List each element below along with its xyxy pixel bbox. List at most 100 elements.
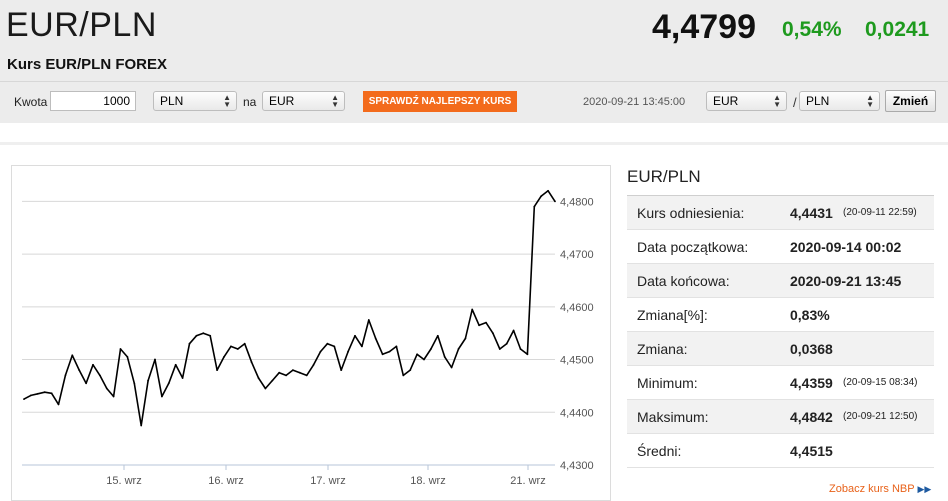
info-label: Data początkowa: bbox=[637, 239, 749, 255]
price-point bbox=[278, 371, 281, 374]
row-divider bbox=[627, 399, 934, 400]
y-tick-label: 4,4800 bbox=[560, 196, 594, 208]
info-row-end-date: Data końcowa: 2020-09-21 13:45 bbox=[627, 264, 934, 298]
price-point bbox=[498, 348, 501, 350]
price-point bbox=[126, 356, 129, 358]
price-point bbox=[30, 394, 32, 397]
price-point bbox=[264, 387, 267, 390]
price-point bbox=[99, 374, 101, 377]
pair-base-value: EUR bbox=[713, 94, 739, 108]
price-point bbox=[119, 348, 122, 350]
info-row-minimum: Minimum: 4,4359 (20-09-15 08:34) bbox=[627, 366, 934, 400]
double-arrow-right-icon: ▶▶ bbox=[917, 484, 932, 494]
x-tick-label: 18. wrz bbox=[410, 475, 445, 487]
pair-quote-value: PLN bbox=[806, 94, 830, 108]
row-divider bbox=[627, 433, 934, 434]
price-point bbox=[519, 348, 522, 350]
info-row-average: Średni: 4,4515 bbox=[627, 434, 934, 468]
nbp-link-label: Zobacz kurs NBP bbox=[829, 483, 915, 495]
price-point bbox=[271, 379, 274, 382]
price-point bbox=[423, 358, 425, 361]
price-point bbox=[347, 350, 349, 353]
info-row-change-pct: Zmiana[%]: 0,83% bbox=[627, 298, 934, 332]
info-value: 2020-09-21 13:45 bbox=[790, 273, 902, 289]
price-point bbox=[443, 356, 446, 358]
select-arrows-icon: ▲ ▼ bbox=[866, 93, 874, 109]
price-point bbox=[140, 424, 143, 427]
price-point bbox=[78, 369, 81, 371]
header-divider bbox=[0, 81, 948, 82]
quote-timestamp: 2020-09-21 13:45:00 bbox=[583, 96, 686, 108]
pair-title: EUR/PLN bbox=[6, 6, 157, 44]
info-value: 2020-09-14 00:02 bbox=[790, 239, 902, 255]
pair-subtitle: Kurs EUR/PLN FOREX bbox=[7, 56, 168, 73]
info-time: (20-09-11 22:59) bbox=[843, 207, 917, 218]
price-point bbox=[554, 200, 556, 203]
nbp-rate-link[interactable]: Zobacz kurs NBP ▶▶ bbox=[829, 483, 931, 495]
price-point bbox=[257, 377, 260, 379]
price-point bbox=[326, 342, 329, 345]
price-point bbox=[133, 382, 136, 385]
price-point bbox=[243, 342, 246, 345]
info-label: Maksimum: bbox=[637, 409, 709, 425]
from-currency-select[interactable]: PLN ▲ ▼ bbox=[153, 91, 237, 111]
price-point bbox=[147, 379, 150, 382]
pair-separator: / bbox=[793, 95, 797, 110]
info-time: (20-09-15 08:34) bbox=[843, 377, 918, 388]
row-divider bbox=[627, 365, 934, 366]
y-tick-label: 4,4300 bbox=[560, 460, 594, 472]
price-point bbox=[174, 363, 177, 366]
price-point bbox=[285, 374, 287, 377]
row-divider bbox=[627, 229, 934, 230]
y-tick-label: 4,4700 bbox=[560, 249, 594, 261]
price-point bbox=[181, 377, 184, 379]
info-label: Zmiana: bbox=[637, 341, 688, 357]
price-point bbox=[64, 374, 67, 377]
info-label: Minimum: bbox=[637, 375, 698, 391]
current-price: 4,4799 bbox=[652, 8, 756, 46]
price-point bbox=[312, 363, 315, 366]
price-point bbox=[416, 353, 418, 356]
info-label: Kurs odniesienia: bbox=[637, 205, 745, 221]
quote-header: EUR/PLN Kurs EUR/PLN FOREX 4,4799 0,54% … bbox=[0, 0, 948, 123]
info-row-change: Zmiana: 0,0368 bbox=[627, 332, 934, 366]
price-point bbox=[354, 334, 356, 337]
best-rate-button[interactable]: SPRAWDŹ NAJLEPSZY KURS bbox=[363, 91, 517, 112]
price-point bbox=[526, 353, 529, 356]
price-point bbox=[209, 334, 212, 337]
y-tick-label: 4,4500 bbox=[560, 355, 594, 367]
info-divider bbox=[627, 195, 934, 196]
info-label: Data końcowa: bbox=[637, 273, 730, 289]
x-tick-label: 15. wrz bbox=[106, 475, 141, 487]
row-divider bbox=[627, 263, 934, 264]
select-arrows-icon: ▲ ▼ bbox=[331, 93, 339, 109]
price-point bbox=[388, 350, 391, 353]
section-separator bbox=[0, 142, 948, 145]
pair-quote-select[interactable]: PLN ▲ ▼ bbox=[799, 91, 880, 111]
price-point bbox=[450, 366, 453, 369]
price-point bbox=[395, 345, 398, 348]
amount-input[interactable]: 1000 bbox=[50, 91, 136, 111]
pair-base-select[interactable]: EUR ▲ ▼ bbox=[706, 91, 787, 111]
price-point bbox=[230, 345, 232, 348]
price-point bbox=[361, 345, 363, 348]
price-point bbox=[250, 361, 253, 364]
from-currency-value: PLN bbox=[160, 94, 184, 108]
info-value: 4,4515 bbox=[790, 443, 833, 459]
x-tick-label: 21. wrz bbox=[510, 475, 545, 487]
price-point bbox=[305, 374, 308, 377]
price-point bbox=[464, 337, 467, 340]
to-currency-select[interactable]: EUR ▲ ▼ bbox=[262, 91, 345, 111]
change-pair-button[interactable]: Zmień bbox=[885, 90, 936, 112]
price-point bbox=[298, 371, 301, 374]
price-point bbox=[547, 189, 549, 192]
price-point bbox=[457, 348, 460, 350]
price-point bbox=[105, 387, 108, 390]
y-tick-label: 4,4600 bbox=[560, 302, 594, 314]
price-point bbox=[50, 392, 53, 395]
price-point bbox=[112, 395, 115, 398]
info-label: Średni: bbox=[637, 443, 682, 459]
price-point bbox=[319, 350, 322, 353]
price-point bbox=[340, 369, 343, 371]
